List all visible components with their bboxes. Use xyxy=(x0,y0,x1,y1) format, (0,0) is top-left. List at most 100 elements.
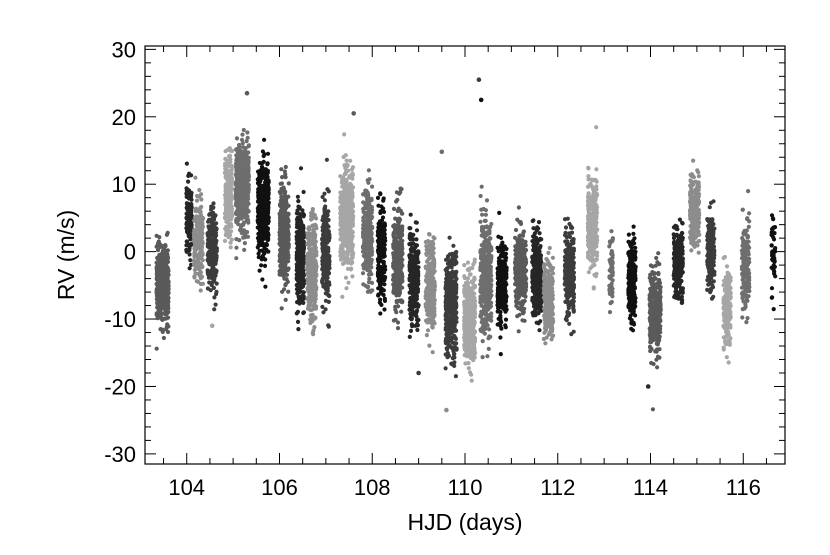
data-point xyxy=(161,305,166,310)
data-point xyxy=(280,210,285,215)
data-point xyxy=(380,208,385,213)
data-point xyxy=(225,197,230,202)
data-point xyxy=(238,224,244,229)
data-point xyxy=(156,296,161,301)
data-point xyxy=(236,222,241,227)
data-point xyxy=(192,250,197,256)
data-point xyxy=(184,161,189,166)
data-point xyxy=(263,257,268,262)
data-point xyxy=(199,274,204,279)
data-point xyxy=(235,146,240,151)
data-point xyxy=(310,307,315,312)
data-point xyxy=(296,199,301,204)
data-point xyxy=(295,265,300,270)
data-point xyxy=(164,232,169,237)
data-point xyxy=(281,242,286,247)
data-point xyxy=(234,256,239,261)
data-point xyxy=(212,295,217,300)
data-point xyxy=(347,228,352,233)
data-point xyxy=(235,157,240,162)
night-cluster xyxy=(154,230,171,351)
data-point xyxy=(228,176,233,181)
night-cluster xyxy=(391,186,405,331)
data-point xyxy=(185,191,190,196)
data-point xyxy=(309,242,314,247)
data-point xyxy=(323,243,328,249)
data-point xyxy=(212,307,217,312)
data-point xyxy=(341,182,346,187)
data-point xyxy=(382,307,387,312)
data-point xyxy=(338,257,344,262)
data-point xyxy=(165,329,171,335)
data-point xyxy=(162,311,167,316)
data-point xyxy=(228,245,233,250)
data-point xyxy=(345,200,350,205)
data-point xyxy=(296,294,301,299)
data-point xyxy=(296,286,301,291)
data-point xyxy=(396,216,401,221)
data-point xyxy=(378,239,383,244)
data-point xyxy=(361,222,366,228)
data-point xyxy=(226,154,232,159)
data-point xyxy=(321,249,326,254)
data-point xyxy=(321,222,326,227)
data-point xyxy=(381,198,386,203)
data-point xyxy=(295,223,300,228)
data-point xyxy=(286,243,291,248)
data-point xyxy=(185,187,190,192)
data-point xyxy=(392,240,397,245)
data-point xyxy=(415,321,420,326)
data-point xyxy=(365,242,370,247)
data-point xyxy=(161,335,166,341)
night-cluster xyxy=(423,232,437,355)
data-point xyxy=(213,302,218,307)
data-point xyxy=(154,260,159,265)
data-point xyxy=(301,212,307,218)
data-point xyxy=(340,224,345,229)
data-point xyxy=(206,258,211,264)
data-point xyxy=(244,186,250,191)
data-point xyxy=(258,221,263,227)
data-point xyxy=(192,275,197,280)
data-point xyxy=(414,228,420,233)
data-point xyxy=(286,289,291,294)
data-point xyxy=(379,218,385,223)
data-point xyxy=(237,143,242,148)
data-point xyxy=(312,213,317,218)
data-point xyxy=(265,168,270,173)
data-point xyxy=(343,165,348,171)
data-point xyxy=(321,273,326,278)
data-point xyxy=(398,230,403,235)
data-point xyxy=(393,304,398,309)
data-point xyxy=(398,208,403,213)
data-point xyxy=(228,180,233,186)
data-point xyxy=(162,270,167,275)
data-point xyxy=(348,241,353,247)
data-point xyxy=(350,176,355,181)
data-point xyxy=(391,206,397,211)
data-point xyxy=(298,233,304,238)
data-point xyxy=(208,255,213,260)
data-point xyxy=(244,139,249,144)
data-point xyxy=(285,250,290,255)
data-point xyxy=(413,265,419,270)
data-point xyxy=(246,168,251,173)
data-point xyxy=(323,216,328,221)
data-point xyxy=(280,175,285,180)
data-point xyxy=(229,195,234,200)
data-point xyxy=(416,250,421,256)
data-point xyxy=(295,319,301,324)
data-point xyxy=(280,289,285,294)
data-point xyxy=(198,234,203,239)
data-point xyxy=(295,276,300,281)
data-point xyxy=(256,195,261,200)
night-cluster xyxy=(191,175,206,293)
data-point xyxy=(399,187,404,192)
data-point xyxy=(376,203,381,208)
data-point xyxy=(338,211,343,216)
data-point xyxy=(368,214,373,219)
data-point xyxy=(256,231,261,236)
data-point xyxy=(322,268,327,273)
data-point xyxy=(340,294,345,299)
